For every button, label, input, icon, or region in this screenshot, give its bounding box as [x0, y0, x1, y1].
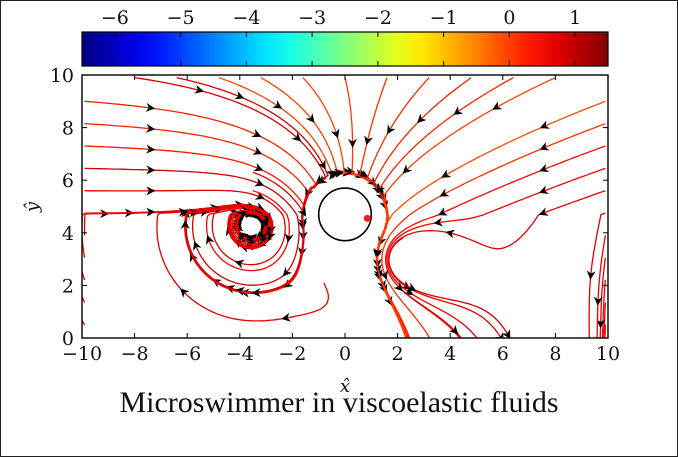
streamline [82, 268, 86, 281]
streamline [384, 145, 606, 338]
colorbar-tick-label: −3 [298, 7, 326, 29]
x-tick-label: 8 [549, 343, 561, 365]
streamlines [82, 76, 607, 338]
x-tick-label: 2 [392, 343, 404, 365]
streamline [218, 76, 407, 338]
y-tick-label: 0 [62, 328, 74, 350]
colorbar-tick-label: −1 [430, 7, 458, 29]
x-tick-label: −6 [173, 343, 201, 365]
swimmer-circle [317, 187, 373, 242]
colorbar-tick-label: −4 [232, 7, 260, 29]
colorbar-gradient [81, 31, 609, 67]
streamline [176, 76, 329, 293]
y-axis-ticks: 0 2 4 6 8 10 [50, 65, 608, 350]
streamline [84, 123, 310, 294]
x-tick-label: 0 [339, 343, 351, 365]
swimmer-body [317, 187, 373, 242]
streamline [604, 324, 607, 338]
colorbar-tick-label: 1 [569, 7, 581, 29]
y-tick-label: 4 [62, 223, 74, 245]
y-tick-label: 8 [62, 118, 74, 140]
x-axis-ticks: −10 −8 −6 −4 −2 0 2 4 6 8 10 [62, 75, 620, 365]
y-tick-label: 6 [62, 170, 74, 192]
streamline [601, 280, 607, 338]
colorbar-tick-label: −2 [364, 7, 392, 29]
x-tick-label: −2 [278, 343, 306, 365]
colorbar-tick-labels: −6 −5 −4 −3 −2 −1 0 1 [101, 7, 581, 29]
x-tick-label: 4 [444, 343, 456, 365]
streamline [386, 167, 606, 338]
streamline [596, 235, 607, 338]
y-tick-label: 2 [62, 275, 74, 297]
colorbar-tick-label: −5 [167, 7, 195, 29]
figure-caption: Microswimmer in viscoelastic fluids [119, 386, 559, 419]
x-tick-label: −8 [121, 343, 149, 365]
streamline [82, 319, 86, 326]
y-tick-label: 10 [50, 65, 74, 87]
y-axis-label: ŷ [22, 201, 43, 213]
streamline [205, 190, 291, 272]
streamline [82, 295, 86, 303]
x-tick-label: 10 [596, 343, 620, 365]
stagnation-point-marker [363, 214, 371, 222]
x-tick-label: −4 [226, 343, 254, 365]
colorbar-tick-label: −6 [101, 7, 129, 29]
x-tick-label: −10 [62, 343, 102, 365]
colorbar [81, 31, 609, 67]
x-tick-label: 6 [497, 343, 509, 365]
colorbar-tick-label: 0 [503, 7, 515, 29]
x-axis-label: x̂ [340, 376, 350, 397]
streamline [388, 237, 511, 338]
